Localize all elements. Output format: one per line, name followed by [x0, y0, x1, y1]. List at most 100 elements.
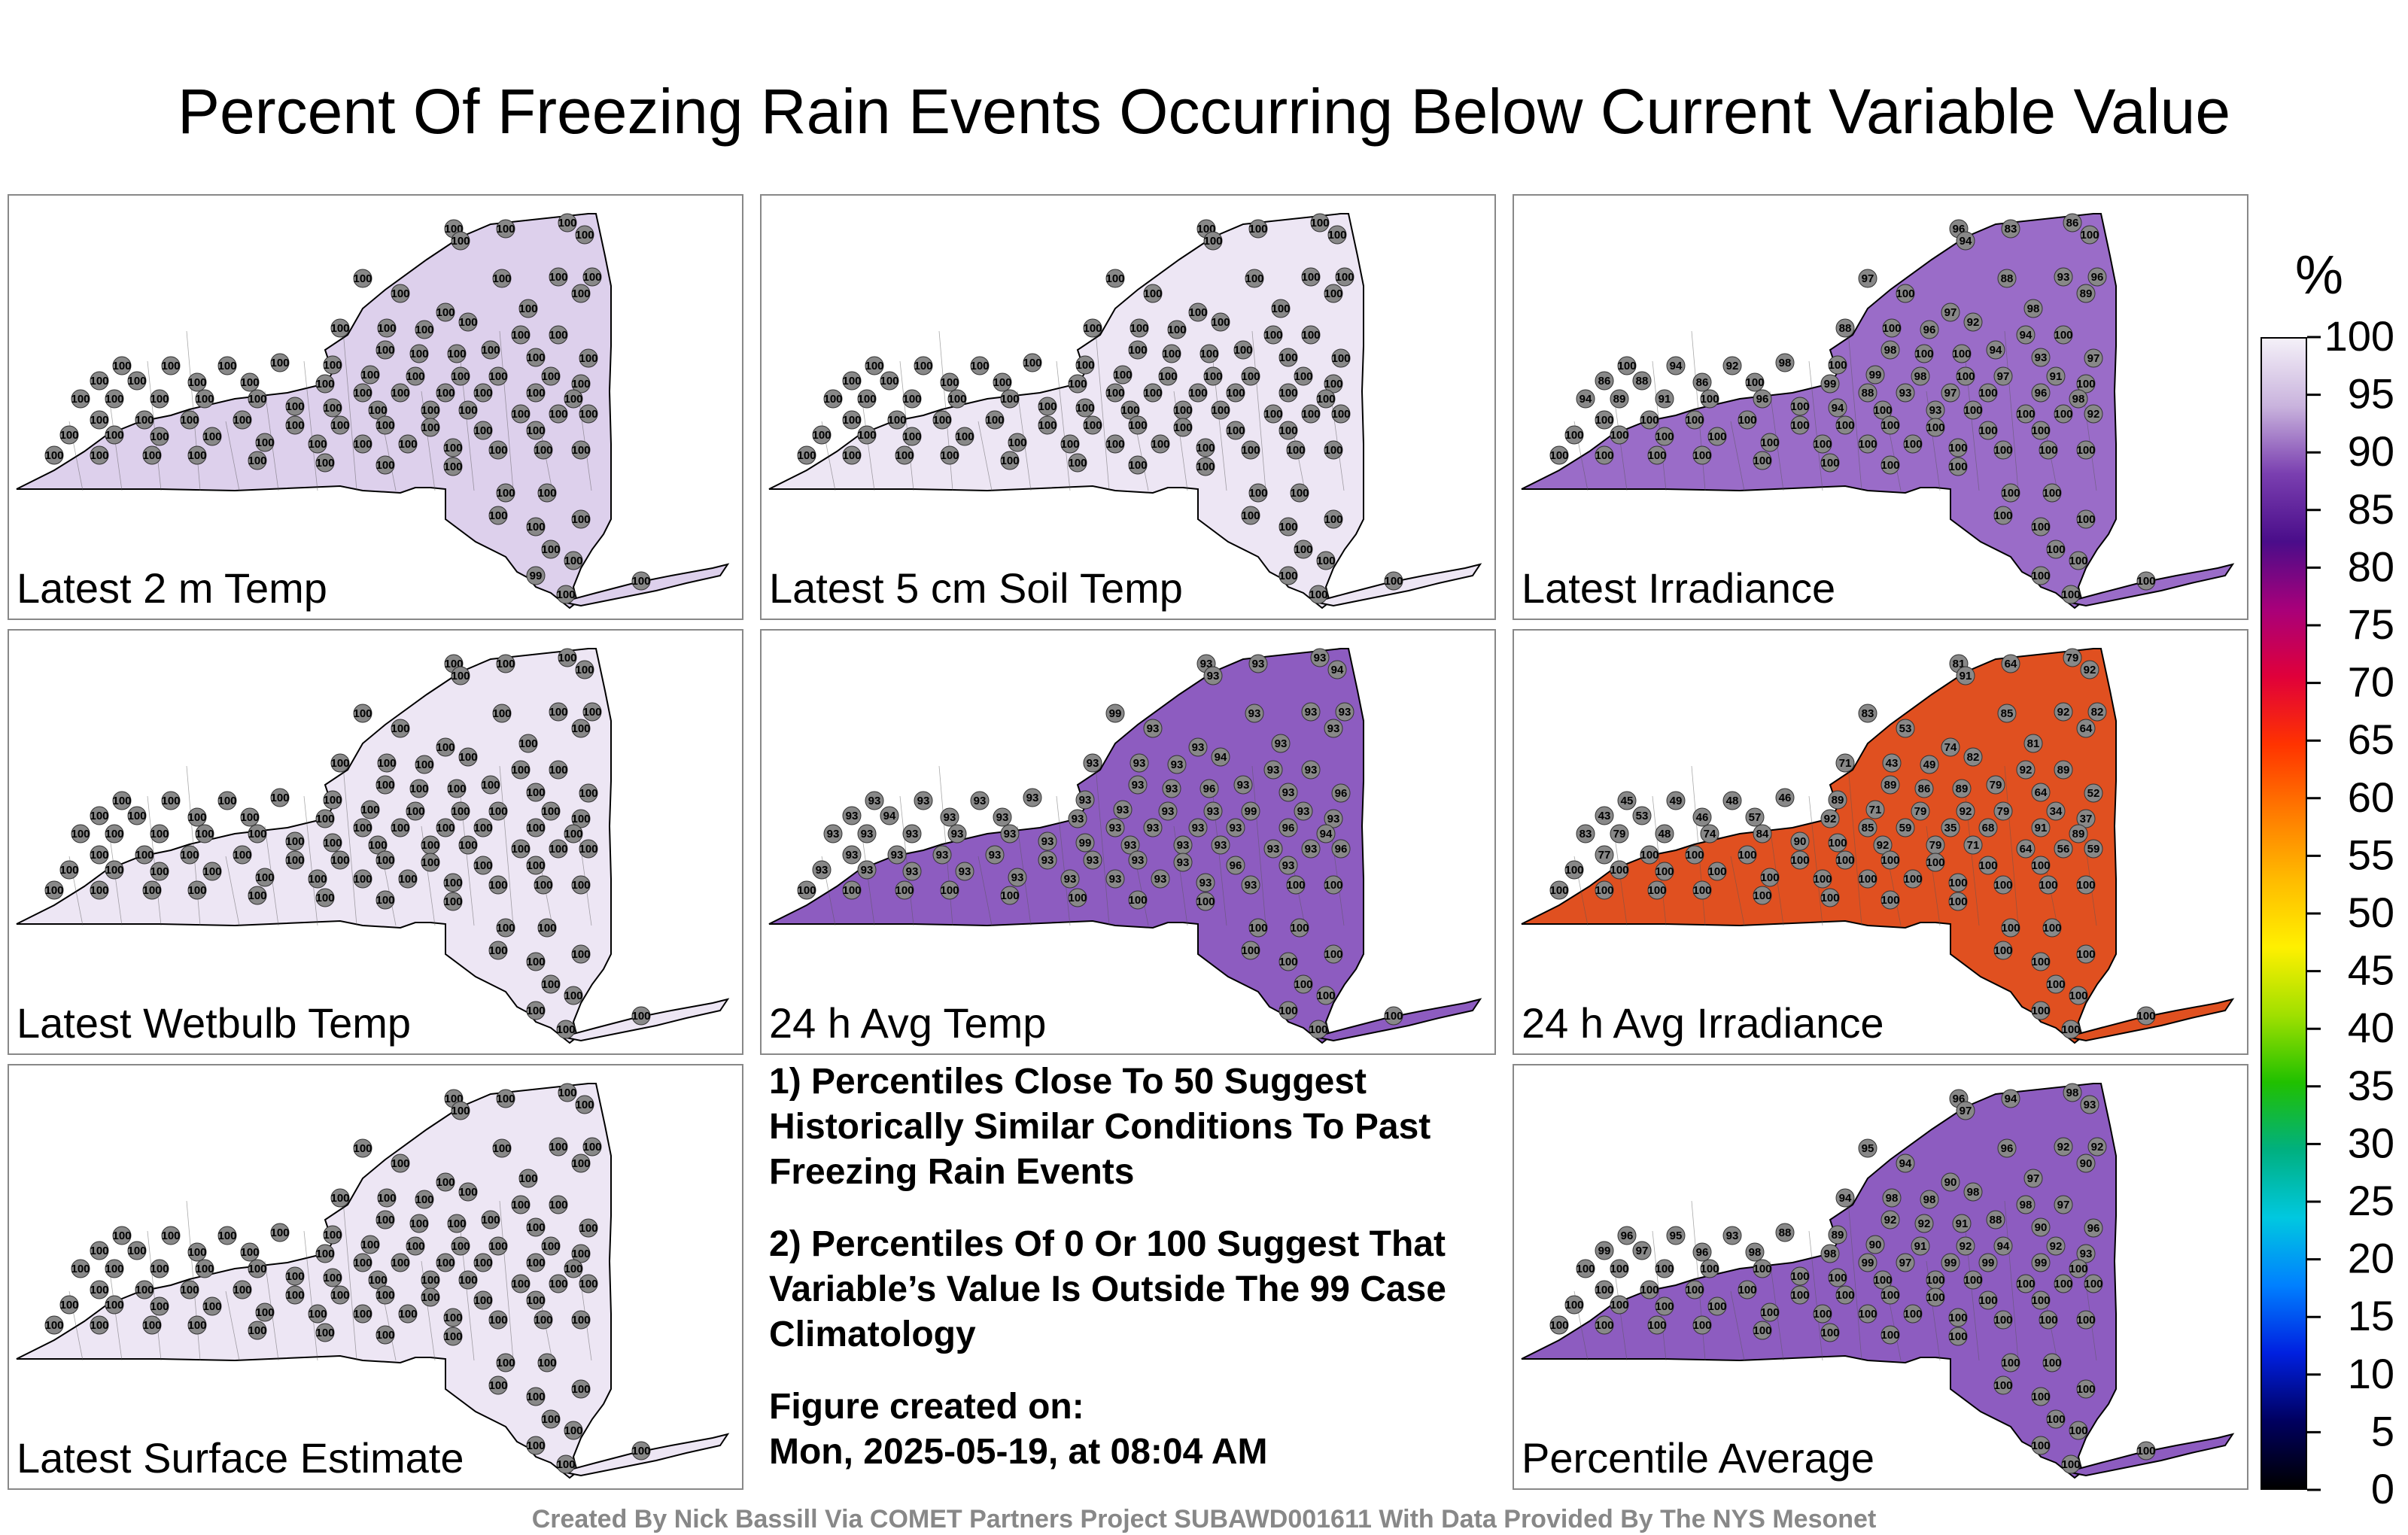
station-marker: 88 — [1986, 1210, 2005, 1230]
station-marker: 34 — [2046, 801, 2066, 821]
station-marker: 100 — [217, 791, 237, 810]
station-dot — [142, 445, 162, 465]
station-dot — [1301, 760, 1321, 780]
station-dot — [1640, 410, 1659, 430]
station-marker: 93 — [1162, 779, 1181, 798]
station-marker: 93 — [985, 845, 1005, 865]
station-marker: 100 — [947, 389, 967, 409]
station-dot — [1331, 783, 1351, 803]
station-dot — [1331, 839, 1351, 859]
station-value: 100 — [2031, 859, 2050, 872]
station-value: 100 — [202, 865, 221, 878]
station-dot — [44, 880, 64, 900]
station-marker: 100 — [391, 1253, 410, 1272]
station-dot — [1941, 302, 1960, 322]
station-value: 93 — [1305, 764, 1318, 777]
station-dot — [496, 219, 515, 239]
station-value: 100 — [1926, 1291, 1944, 1304]
station-value: 100 — [1278, 351, 1297, 364]
station-dot — [90, 445, 109, 465]
station-dot — [1896, 719, 1915, 738]
station-value: 100 — [1000, 889, 1019, 902]
station-marker: 56 — [2054, 839, 2073, 859]
station-dot — [1068, 374, 1087, 394]
station-value: 100 — [1896, 287, 1914, 300]
station-marker: 100 — [375, 850, 395, 870]
station-value: 100 — [1286, 444, 1305, 457]
station-value: 96 — [1621, 1230, 1634, 1242]
station-dot — [2031, 952, 2051, 971]
station-marker: 100 — [1655, 862, 1674, 881]
station-value: 94 — [2005, 1093, 2017, 1105]
station-dot — [1241, 506, 1260, 525]
station-value: 86 — [1696, 376, 1709, 389]
station-value: 93 — [1177, 839, 1190, 852]
station-marker: 88 — [1858, 383, 1877, 403]
station-dot — [202, 427, 222, 446]
station-value: 100 — [375, 1214, 394, 1226]
station-marker: 100 — [571, 944, 591, 964]
station-marker: 100 — [1760, 1302, 1780, 1322]
station-marker: 48 — [1722, 791, 1742, 810]
station-marker: 100 — [1707, 1296, 1727, 1316]
station-marker: 100 — [2136, 1006, 2156, 1026]
station-marker: 86 — [1914, 779, 1934, 798]
station-marker: 100 — [1655, 1259, 1674, 1278]
station-dot — [105, 1295, 124, 1315]
station-marker: 100 — [2042, 918, 2062, 938]
station-dot — [2016, 1274, 2036, 1293]
station-value: 100 — [1753, 454, 1771, 467]
station-marker: 100 — [240, 807, 260, 827]
station-dot — [2076, 719, 2096, 738]
station-value: 100 — [571, 1314, 590, 1327]
station-dot — [1316, 551, 1336, 570]
station-value: 100 — [842, 449, 861, 462]
station-value: 100 — [1753, 1263, 1771, 1275]
station-dot — [549, 325, 568, 345]
station-dot — [2054, 325, 2073, 345]
station-dot — [406, 366, 425, 386]
station-value: 100 — [451, 1240, 470, 1253]
station-value: 91 — [1914, 1240, 1927, 1253]
station-dot — [1775, 1223, 1795, 1242]
station-value: 59 — [1899, 822, 1912, 834]
station-value: 93 — [906, 828, 919, 840]
station-value: 100 — [473, 1257, 492, 1269]
station-dot — [90, 1315, 109, 1335]
station-value: 100 — [2061, 1023, 2080, 1036]
station-value: 100 — [353, 438, 372, 451]
station-value: 100 — [409, 1217, 428, 1230]
station-value: 100 — [1278, 521, 1297, 533]
station-marker: 100 — [914, 356, 933, 375]
station-value: 94 — [1832, 402, 1844, 415]
station-value: 100 — [1978, 859, 1997, 872]
station-value: 100 — [59, 864, 78, 877]
station-dot — [1952, 779, 1972, 798]
colorbar-tick-label: 45 — [2348, 947, 2394, 994]
station-marker: 93 — [842, 845, 862, 865]
station-marker: 100 — [582, 1137, 602, 1157]
station-value: 100 — [443, 895, 462, 908]
station-value: 100 — [1226, 424, 1245, 437]
station-value: 100 — [447, 348, 466, 360]
station-marker: 100 — [415, 755, 434, 774]
station-dot — [1038, 397, 1057, 416]
station-value: 100 — [315, 378, 334, 391]
station-marker: 100 — [217, 356, 237, 375]
station-dot — [1753, 1259, 1772, 1278]
station-value: 97 — [2057, 1199, 2070, 1211]
station-value: 100 — [1858, 438, 1877, 451]
station-marker: 96 — [1278, 818, 1298, 837]
station-dot — [1324, 440, 1343, 460]
station-value: 100 — [1000, 454, 1019, 467]
station-dot — [579, 783, 598, 803]
station-marker: 100 — [330, 415, 350, 435]
station-value: 100 — [1188, 306, 1207, 319]
station-value: 100 — [1316, 393, 1335, 406]
station-value: 82 — [2091, 706, 2104, 719]
station-value: 95 — [1670, 1230, 1683, 1242]
station-dot — [2076, 374, 2096, 394]
station-marker: 100 — [571, 509, 591, 529]
station-value: 100 — [2031, 424, 2050, 437]
